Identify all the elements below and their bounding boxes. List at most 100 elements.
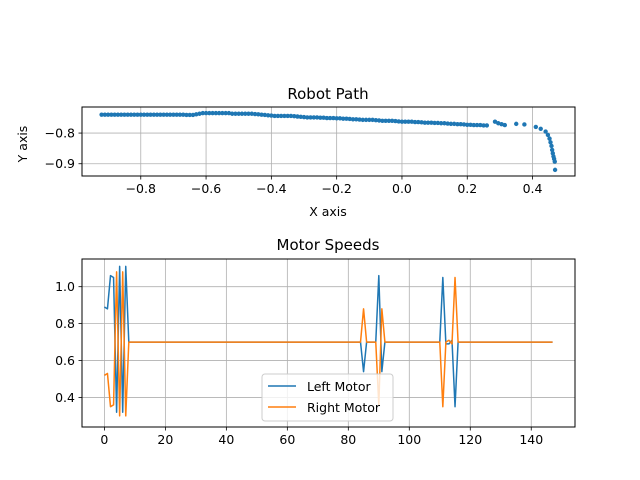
robot-path-xlabel: X axis — [309, 204, 347, 219]
robot-path-point — [347, 116, 352, 122]
robot-path-point — [269, 113, 274, 118]
robot-path-point — [465, 122, 470, 127]
robot-path-ytick-label: −0.8 — [45, 126, 75, 141]
robot-path-point — [305, 115, 310, 120]
robot-path-point — [474, 122, 480, 128]
robot-path-point — [203, 110, 209, 116]
robot-path-point — [187, 112, 192, 118]
robot-path-title: Robot Path — [287, 85, 368, 103]
robot-path-point — [363, 117, 369, 123]
robot-path-point — [435, 120, 441, 126]
robot-path-xtick-label: −0.4 — [256, 181, 286, 196]
robot-path-point — [109, 112, 114, 117]
robot-path-point — [167, 112, 173, 117]
robot-path-point — [380, 118, 385, 124]
robot-path-point — [334, 116, 339, 121]
robot-path-point — [252, 111, 258, 117]
robot-path-point — [145, 112, 150, 117]
robot-path-point — [331, 115, 336, 121]
robot-path-point — [295, 114, 300, 119]
robot-path-point — [399, 119, 405, 124]
robot-path-point — [406, 119, 411, 124]
robot-path-point — [249, 111, 254, 116]
robot-path-point — [442, 121, 447, 126]
motor-speeds-xtick-label: 60 — [279, 432, 295, 447]
robot-path-point — [148, 112, 153, 117]
robot-path-point — [340, 116, 346, 121]
robot-path-point — [174, 112, 179, 117]
robot-path-point — [344, 116, 349, 121]
robot-path-point — [246, 111, 251, 116]
motor-speeds-ytick-label: 0.4 — [55, 390, 75, 405]
robot-path-point — [184, 112, 189, 118]
motor-speeds-xtick-label: 120 — [458, 432, 482, 447]
robot-path-point — [484, 123, 490, 128]
robot-path-point — [138, 112, 143, 117]
robot-path-point — [197, 111, 202, 116]
motor-speeds-xticks: 0 20 40 60 80 100 120 140 — [100, 427, 543, 447]
robot-path-point — [200, 110, 205, 116]
robot-path-point — [288, 113, 294, 119]
robot-path-yticks: −0.8 −0.9 — [45, 126, 82, 171]
robot-path-xtick-label: −0.8 — [126, 181, 156, 196]
robot-path-point — [438, 121, 444, 126]
legend-left-motor-label: Left Motor — [307, 379, 371, 394]
robot-path-point — [547, 136, 552, 141]
robot-path-point — [522, 122, 527, 127]
robot-path-point — [298, 114, 303, 120]
robot-path-point — [229, 111, 235, 116]
robot-path-point — [210, 110, 215, 116]
robot-path-point — [135, 112, 140, 117]
robot-path-point — [478, 122, 483, 128]
motor-speeds-xtick-label: 140 — [519, 432, 543, 447]
robot-path-point — [552, 159, 557, 164]
robot-path-point — [164, 112, 170, 117]
robot-path-point — [262, 112, 268, 118]
robot-path-point — [403, 119, 408, 124]
robot-path-grid — [82, 107, 575, 176]
robot-path-point — [327, 115, 333, 121]
robot-path-point — [492, 119, 498, 124]
robot-path-point — [158, 112, 163, 117]
motor-speeds-ytick-label: 0.6 — [55, 353, 75, 368]
robot-path-point — [151, 112, 157, 117]
robot-path-xtick-label: −0.2 — [321, 181, 351, 196]
robot-path-point — [422, 120, 428, 125]
robot-path-point — [545, 132, 551, 138]
robot-path-point — [161, 112, 166, 117]
robot-path-point — [311, 115, 317, 120]
robot-path-point — [233, 111, 238, 116]
robot-path-point — [292, 114, 297, 119]
robot-path-point — [190, 112, 196, 118]
robot-path-xtick-label: 0.4 — [523, 181, 543, 196]
motor-speeds-xtick-label: 100 — [397, 432, 421, 447]
motor-speeds-xtick-label: 0 — [100, 432, 108, 447]
robot-path-point — [432, 120, 437, 126]
robot-path-point — [502, 122, 507, 128]
robot-path-point — [314, 115, 320, 120]
robot-path-point — [350, 117, 356, 122]
robot-path-point — [118, 112, 124, 117]
robot-path-point — [324, 115, 330, 121]
robot-path-ylabel: Y axis — [15, 126, 30, 164]
motor-speeds-xtick-label: 40 — [218, 432, 234, 447]
robot-path-point — [455, 121, 460, 127]
robot-path-point — [154, 112, 160, 117]
robot-path-point — [213, 110, 219, 116]
motor-speeds-title: Motor Speeds — [277, 236, 380, 254]
robot-path-point — [171, 112, 176, 117]
robot-path-point — [429, 120, 434, 125]
robot-path-point — [393, 118, 398, 124]
robot-path-point — [552, 167, 558, 173]
robot-path-point — [207, 110, 212, 116]
motor-speeds-frame — [81, 258, 576, 428]
robot-path-point — [461, 122, 467, 127]
robot-path-point — [419, 120, 424, 125]
robot-path-point — [216, 110, 222, 116]
robot-path-point — [416, 119, 421, 125]
robot-path-point — [282, 113, 287, 119]
robot-path-point — [445, 121, 450, 126]
robot-path-point — [452, 121, 457, 127]
robot-path-xtick-label: 0.2 — [457, 181, 477, 196]
robot-path-point — [112, 112, 117, 117]
